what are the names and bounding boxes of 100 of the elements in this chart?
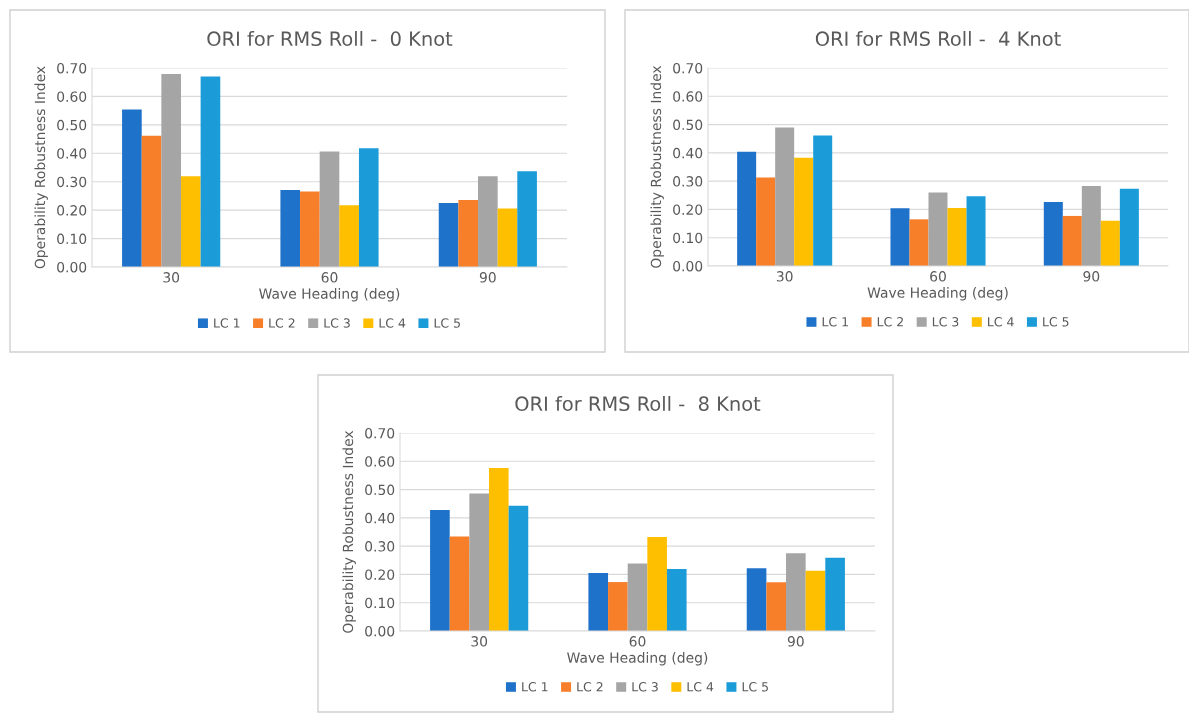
bar — [339, 205, 359, 267]
x-tick-label: 30 — [163, 272, 180, 283]
y-axis-title: Operability Robustness Index — [34, 66, 48, 269]
y-axis-title: Operability Robustness Index — [650, 65, 664, 268]
bar — [1081, 185, 1101, 266]
legend-label: LC 2 — [577, 682, 603, 692]
bar — [1100, 220, 1120, 266]
bar — [300, 191, 320, 267]
y-tick-label: 0.10 — [365, 597, 395, 609]
x-axis-title: Wave Heading (deg) — [259, 288, 400, 302]
bar — [627, 563, 648, 631]
bar — [928, 192, 948, 266]
bar — [909, 219, 929, 266]
y-tick-label: 0.00 — [365, 625, 395, 637]
bar — [1043, 202, 1063, 266]
legend-label: LC 1 — [214, 318, 240, 328]
bar — [588, 573, 609, 631]
legend-label: LC 4 — [379, 318, 406, 328]
bar — [805, 570, 826, 631]
bar — [1062, 215, 1082, 266]
y-tick-label: 0.50 — [365, 484, 395, 496]
bar — [478, 176, 498, 267]
bar — [756, 177, 776, 266]
y-tick-label: 0.70 — [673, 62, 703, 74]
y-tick-label: 0.50 — [57, 119, 87, 131]
chart-title: ORI for RMS Roll - 0 Knot — [207, 31, 453, 47]
bar — [497, 208, 518, 267]
bar — [200, 76, 221, 267]
bar — [647, 537, 667, 631]
y-tick-label: 0.30 — [673, 176, 703, 187]
y-tick-label: 0.20 — [673, 204, 703, 215]
x-axis-title: Wave Heading (deg) — [867, 287, 1008, 301]
bar — [1119, 188, 1139, 266]
y-tick-label: 0.20 — [365, 569, 395, 580]
x-tick-label: 90 — [1083, 271, 1100, 282]
y-tick-label: 0.30 — [365, 541, 395, 552]
legend-label: LC 4 — [988, 317, 1014, 327]
x-axis-title: Wave Heading (deg) — [567, 652, 708, 666]
x-tick-label: 90 — [787, 636, 804, 647]
chart-title: ORI for RMS Roll - 8 Knot — [515, 396, 761, 412]
bar — [775, 127, 795, 266]
bar — [666, 569, 687, 631]
legend-label: LC 5 — [1043, 317, 1069, 327]
y-tick-label: 0.60 — [673, 91, 703, 102]
y-tick-label: 0.10 — [673, 232, 703, 244]
bar — [786, 553, 806, 631]
y-tick-label: 0.20 — [57, 205, 87, 216]
bar — [122, 109, 142, 267]
legend-label: LC 5 — [434, 318, 460, 328]
x-tick-label: 30 — [776, 271, 793, 282]
legend-label: LC 1 — [822, 317, 848, 327]
y-tick-label: 0.70 — [57, 62, 87, 74]
y-tick-label: 0.30 — [57, 176, 87, 188]
bar — [161, 73, 181, 267]
y-tick-label: 0.40 — [673, 147, 703, 159]
bar — [947, 208, 967, 266]
bar — [794, 157, 814, 266]
bar — [746, 568, 767, 631]
legend-label: LC 2 — [877, 317, 903, 327]
bar — [180, 176, 201, 267]
bar — [458, 199, 479, 267]
bar — [813, 135, 833, 266]
bar — [966, 196, 986, 266]
y-tick-label: 0.00 — [673, 260, 703, 272]
bar — [890, 208, 910, 266]
x-tick-label: 60 — [321, 272, 338, 283]
bar — [608, 582, 628, 631]
bar — [737, 151, 757, 266]
bar — [438, 203, 459, 267]
y-axis-title: Operability Robustness Index — [342, 430, 356, 633]
legend-label: LC 4 — [687, 682, 714, 692]
x-tick-label: 30 — [471, 636, 488, 647]
bar — [766, 582, 787, 631]
y-tick-label: 0.10 — [57, 233, 87, 245]
y-tick-label: 0.60 — [365, 456, 395, 467]
bar — [825, 557, 845, 631]
legend-label: LC 3 — [324, 318, 350, 328]
legend-label: LC 5 — [742, 682, 768, 692]
y-tick-label: 0.70 — [365, 427, 395, 439]
bar — [488, 468, 509, 631]
legend-label: LC 1 — [522, 682, 548, 692]
x-tick-label: 90 — [479, 272, 496, 283]
bar — [430, 509, 450, 631]
bar — [449, 536, 470, 631]
y-tick-label: 0.50 — [673, 119, 703, 131]
chart-title: ORI for RMS Roll - 4 Knot — [815, 31, 1061, 47]
y-tick-label: 0.40 — [365, 512, 395, 524]
legend-label: LC 3 — [632, 682, 658, 692]
y-tick-label: 0.60 — [57, 91, 87, 102]
bar — [469, 493, 489, 631]
bar — [508, 505, 529, 631]
bar — [141, 135, 162, 267]
x-tick-label: 60 — [629, 636, 646, 647]
bar — [517, 171, 537, 267]
bar — [358, 148, 379, 267]
bar — [280, 189, 301, 267]
bar — [319, 151, 340, 267]
legend-label: LC 2 — [269, 318, 295, 328]
y-tick-label: 0.00 — [57, 261, 87, 273]
x-tick-label: 60 — [930, 271, 946, 282]
